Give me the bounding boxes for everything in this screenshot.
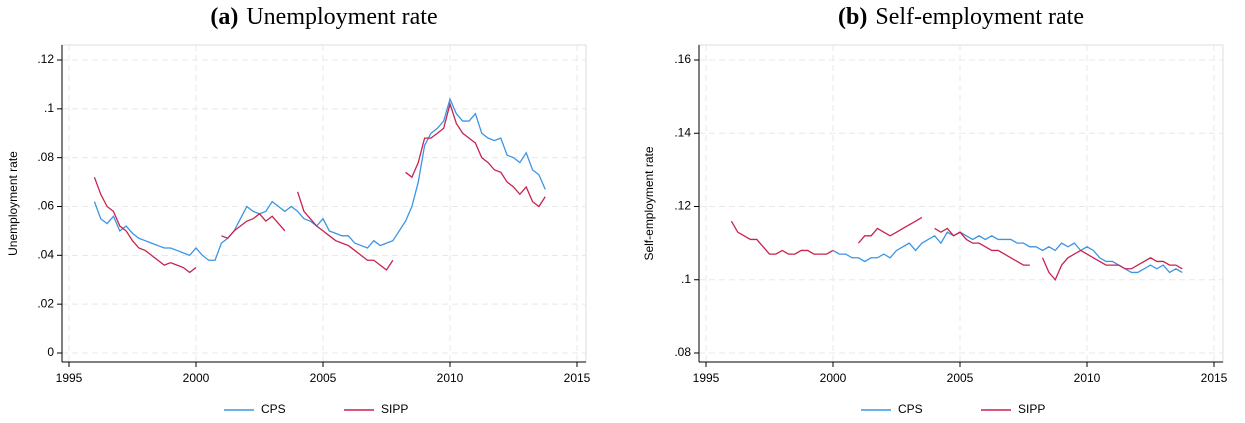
panel-label: (a): [210, 4, 238, 30]
x-tick-label: 2005: [310, 371, 337, 385]
y-tick-label: 0: [47, 345, 54, 359]
y-tick-label: .08: [674, 345, 691, 359]
x-tick-label: 1995: [693, 371, 720, 385]
chart-title: (b) Self-employment rate: [838, 4, 1084, 30]
title-text: Unemployment rate: [246, 4, 437, 30]
y-tick-label: .04: [37, 248, 54, 262]
x-tick-label: 2015: [564, 371, 591, 385]
x-tick-label: 2010: [437, 371, 464, 385]
y-tick-label: .06: [37, 199, 54, 213]
chart-title: (a) Unemployment rate: [210, 4, 437, 30]
y-tick-label: .12: [37, 52, 54, 66]
y-tick-label: .1: [681, 272, 691, 286]
y-tick-label: .1: [44, 101, 54, 115]
panel-label: (b): [838, 4, 867, 30]
y-tick-label: .08: [37, 150, 54, 164]
x-tick-label: 2000: [820, 371, 847, 385]
series-line: [832, 231, 1183, 274]
legend-label: SIPP: [1018, 402, 1045, 416]
y-tick-label: .12: [674, 199, 691, 213]
series-line: [93, 101, 546, 274]
plot-frame: [698, 44, 1224, 363]
x-tick-label: 2010: [1074, 371, 1101, 385]
title-text: Self-employment rate: [875, 4, 1084, 30]
y-axis-label: Unemployment rate: [6, 151, 20, 256]
y-tick-label: .16: [674, 52, 691, 66]
series-line: [730, 216, 1183, 281]
x-tick-label: 2005: [947, 371, 974, 385]
y-tick-label: .02: [37, 296, 54, 310]
series-line: [93, 97, 546, 261]
x-tick-label: 1995: [56, 371, 83, 385]
y-tick-label: .14: [674, 125, 691, 139]
y-axis-label: Self-employment rate: [642, 146, 656, 260]
legend-label: CPS: [261, 402, 286, 416]
plot-frame: [61, 44, 587, 363]
legend-label: CPS: [898, 402, 923, 416]
legend-label: SIPP: [381, 402, 408, 416]
x-tick-label: 2015: [1201, 371, 1228, 385]
x-tick-label: 2000: [183, 371, 210, 385]
